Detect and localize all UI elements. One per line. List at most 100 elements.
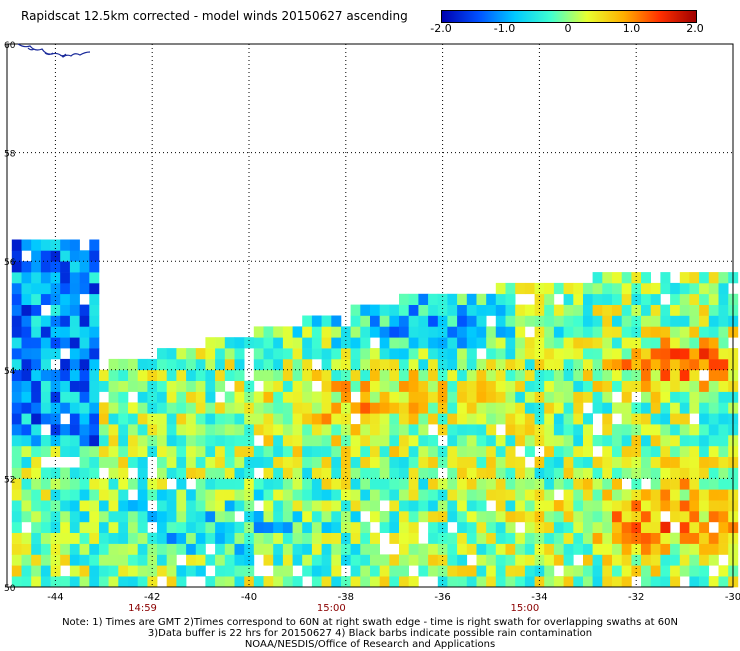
wind-cell [418, 402, 429, 414]
wind-cell [157, 543, 167, 555]
wind-cell [631, 272, 642, 284]
wind-cell [592, 391, 603, 403]
wind-cell [476, 489, 487, 501]
wind-cell [99, 413, 109, 425]
wind-cell [505, 532, 516, 544]
wind-cell [534, 565, 545, 577]
wind-cell [679, 391, 690, 403]
wind-cell [244, 576, 255, 588]
wind-cell [11, 282, 22, 295]
wind-cell [505, 565, 516, 577]
wind-cell [89, 500, 100, 512]
wind-cell [224, 543, 235, 555]
wind-cell [360, 576, 371, 588]
wind-cell [60, 261, 71, 273]
wind-cell [612, 348, 622, 360]
wind-cell [137, 369, 148, 381]
wind-cell [689, 489, 700, 501]
lat-tick-label: 60 [4, 41, 16, 51]
wind-cell [544, 369, 555, 381]
wind-cell [389, 554, 400, 566]
wind-cell [292, 424, 303, 436]
wind-cell [99, 500, 109, 512]
wind-cell [457, 413, 468, 425]
wind-cell [670, 358, 681, 371]
wind-cell [341, 369, 351, 381]
wind-cell [544, 348, 555, 360]
wind-cell [457, 424, 468, 436]
wind-cell [495, 282, 506, 295]
wind-cell [573, 478, 584, 490]
wind-cell [69, 489, 80, 501]
wind-cell [79, 348, 90, 360]
wind-cell [350, 424, 361, 436]
wind-cell [234, 358, 245, 371]
wind-cell [224, 337, 235, 349]
wind-cell [379, 489, 390, 501]
wind-cell [137, 576, 148, 588]
wind-cell [505, 293, 516, 305]
wind-cell [679, 543, 690, 555]
wind-cell [79, 358, 90, 371]
wind-cell [379, 456, 390, 468]
wind-cell [553, 445, 564, 457]
wind-cell [670, 435, 681, 447]
map-frame [6, 43, 734, 588]
wind-cell [418, 511, 429, 523]
wind-cell [534, 500, 545, 512]
wind-cell [350, 565, 361, 577]
wind-cell [495, 304, 506, 316]
wind-cell [399, 543, 409, 555]
wind-cell [583, 554, 593, 566]
wind-cell [515, 511, 526, 523]
wind-cell [447, 543, 458, 555]
wind-cell [79, 543, 90, 555]
wind-cell [621, 489, 632, 501]
wind-cell [553, 326, 564, 338]
wind-cell [215, 445, 226, 457]
wind-cell [311, 576, 322, 588]
wind-cell [224, 554, 235, 566]
wind-cell [573, 413, 584, 425]
wind-cell [331, 391, 342, 403]
wind-cell [670, 348, 681, 360]
wind-cell [263, 380, 274, 392]
wind-cell [592, 315, 603, 327]
wind-cell [660, 576, 671, 588]
wind-cell [631, 565, 642, 577]
wind-cell [641, 521, 651, 533]
wind-cell [263, 435, 274, 447]
wind-cell [21, 337, 32, 349]
wind-cell [689, 424, 700, 436]
wind-cell [195, 500, 206, 512]
wind-cell [660, 391, 671, 403]
wind-cell [641, 489, 651, 501]
wind-cell [679, 478, 690, 490]
wind-cell [21, 554, 32, 566]
wind-cell [670, 543, 681, 555]
wind-cell [466, 543, 477, 555]
wind-cell [708, 380, 719, 392]
wind-cell [282, 391, 293, 403]
wind-cell [389, 532, 400, 544]
wind-cell [476, 532, 487, 544]
wind-cell [544, 435, 555, 447]
wind-cell [108, 358, 119, 371]
wind-cell [602, 500, 613, 512]
wind-cell [631, 304, 642, 316]
wind-cell [234, 424, 245, 436]
wind-cell [379, 402, 390, 414]
wind-cell [621, 413, 632, 425]
wind-cell [79, 576, 90, 588]
wind-cell [166, 348, 177, 360]
wind-cell [457, 478, 468, 490]
wind-cell [11, 511, 22, 523]
wind-cell [708, 337, 719, 349]
wind-cell [331, 532, 342, 544]
wind-cell [292, 391, 303, 403]
wind-cell [331, 554, 342, 566]
wind-cell [195, 532, 206, 544]
wind-cell [418, 326, 429, 338]
wind-cell [621, 380, 632, 392]
wind-cell [534, 456, 545, 468]
